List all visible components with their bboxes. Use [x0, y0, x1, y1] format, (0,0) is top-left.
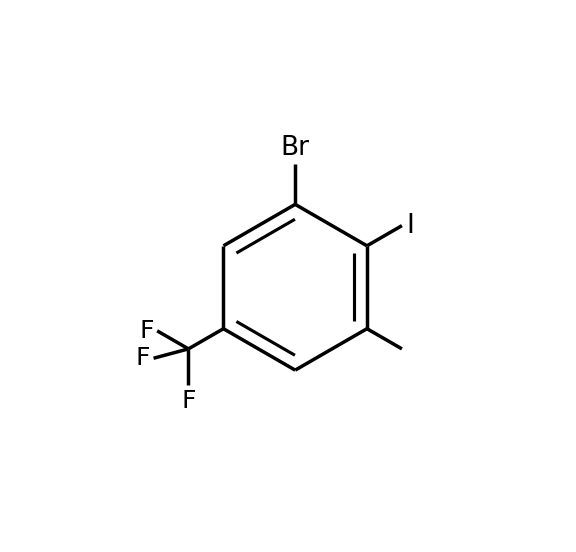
- Text: I: I: [406, 213, 414, 238]
- Text: F: F: [181, 389, 196, 413]
- Text: Br: Br: [281, 135, 310, 161]
- Text: F: F: [136, 346, 150, 370]
- Text: F: F: [139, 319, 154, 343]
